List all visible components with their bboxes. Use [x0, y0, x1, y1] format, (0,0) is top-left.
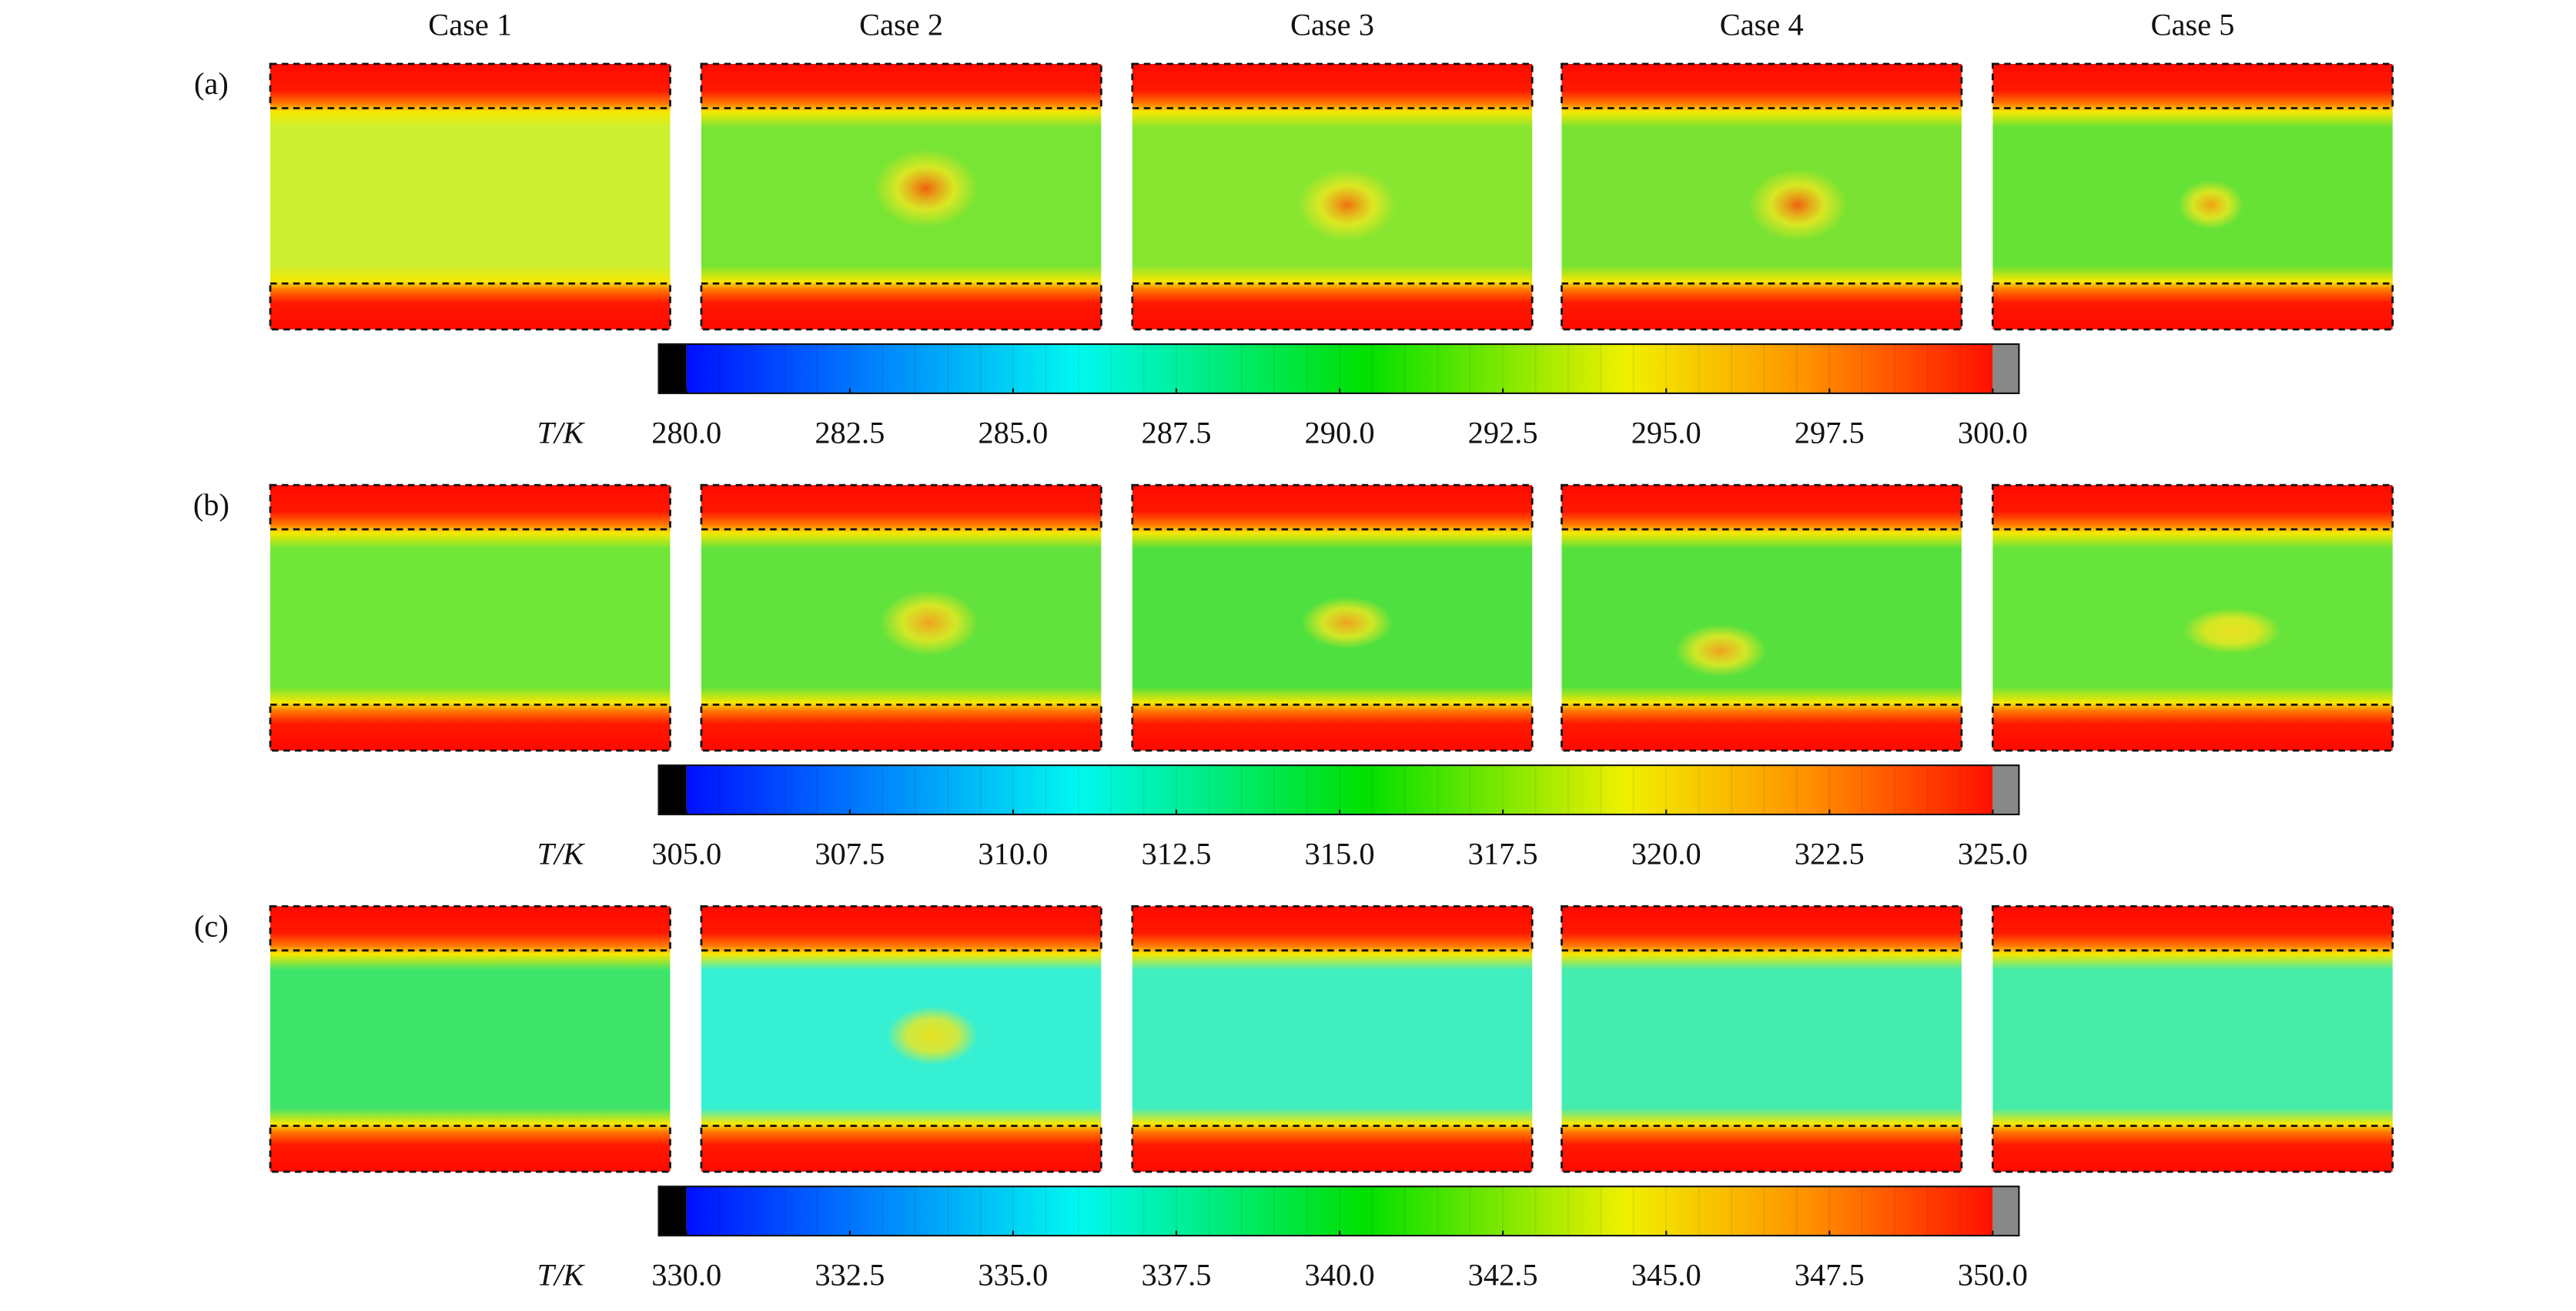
temperature-field [1561, 906, 1962, 1172]
colorbar-tick-label: 320.0 [1631, 837, 1701, 871]
column-title: Case 3 [1290, 7, 1374, 42]
colorbar-tick-label: 310.0 [978, 837, 1048, 871]
column-title: Case 2 [859, 7, 943, 42]
wall-border-bottom [700, 703, 1102, 752]
wall-border-top [1131, 905, 1534, 952]
temperature-field [270, 64, 671, 329]
wall-border-bottom [1561, 1125, 1963, 1173]
hot-spot [2183, 607, 2282, 654]
colorbar-tick-label: 345.0 [1631, 1258, 1701, 1293]
hot-spot [1301, 596, 1393, 649]
wall-border-top [1131, 483, 1534, 530]
colorbar-tick-label: 297.5 [1795, 416, 1865, 450]
wall-border-bottom [1991, 1125, 2394, 1173]
wall-border-top [1131, 62, 1534, 109]
wall-border-top [1561, 483, 1963, 530]
wall-border-bottom [700, 282, 1102, 331]
colorbar-tick-label: 342.5 [1468, 1258, 1538, 1293]
colorbar-tick-label: 330.0 [651, 1258, 721, 1293]
colorbar-under [658, 1186, 687, 1236]
hot-spot [1674, 624, 1767, 677]
colorbar-label: T/K [537, 1258, 585, 1293]
colorbar-tick-label: 317.5 [1468, 837, 1538, 871]
wall-border-bottom [1991, 703, 2394, 752]
wall-border-bottom [269, 703, 671, 752]
colorbar-tick-label: 285.0 [978, 416, 1048, 450]
temperature-field [270, 485, 671, 751]
colorbar [686, 344, 1993, 393]
colorbar-tick-label: 347.5 [1795, 1258, 1865, 1293]
wall-border-bottom [1991, 282, 2394, 331]
temperature-field [270, 906, 671, 1172]
colorbar-label: T/K [537, 837, 585, 871]
wall-border-bottom [269, 282, 671, 331]
wall-border-top [269, 905, 671, 952]
colorbar-over [1992, 344, 2019, 393]
wall-border-bottom [1561, 282, 1963, 331]
wall-border-top [269, 483, 671, 530]
hot-spot [879, 590, 979, 656]
temperature-field [1132, 906, 1533, 1172]
wall-border-bottom [1131, 703, 1534, 752]
colorbar-tick-label: 350.0 [1958, 1258, 2028, 1293]
colorbar-tick-label: 290.0 [1305, 416, 1375, 450]
wall-border-top [700, 62, 1102, 109]
colorbar-tick-label: 337.5 [1141, 1258, 1211, 1293]
colorbar-label: T/K [537, 416, 585, 450]
column-title: Case 1 [428, 7, 512, 42]
hot-spot [2177, 180, 2244, 230]
wall-border-top [1991, 905, 2394, 952]
colorbar-tick-label: 282.5 [815, 416, 885, 450]
panel-label: (b) [193, 487, 229, 522]
wall-border-bottom [700, 1125, 1102, 1173]
temperature-field [1992, 906, 2393, 1172]
panel-label: (c) [194, 908, 229, 943]
colorbar-tick-label: 335.0 [978, 1258, 1048, 1293]
wall-border-bottom [269, 1125, 671, 1173]
colorbar-tick-label: 292.5 [1468, 416, 1538, 450]
column-title: Case 5 [2151, 7, 2235, 42]
colorbar-tick-label: 280.0 [651, 416, 721, 450]
temperature-field [1561, 485, 1962, 751]
colorbar-tick-label: 315.0 [1305, 837, 1375, 871]
hot-spot [1297, 169, 1397, 241]
hot-spot [873, 149, 979, 228]
column-title: Case 4 [1720, 7, 1804, 42]
wall-border-top [1991, 483, 2394, 530]
wall-border-bottom [1131, 1125, 1534, 1173]
wall-border-top [1991, 62, 2394, 109]
colorbar-tick-label: 325.0 [1958, 837, 2028, 871]
colorbar-under [658, 344, 687, 393]
colorbar-tick-label: 307.5 [815, 837, 885, 871]
wall-border-bottom [1561, 703, 1963, 752]
hot-spot [886, 1006, 979, 1065]
colorbar [686, 1186, 1993, 1236]
colorbar-tick-label: 312.5 [1141, 837, 1211, 871]
wall-border-top [700, 483, 1102, 530]
wall-border-top [1561, 62, 1963, 109]
panel-label: (a) [194, 66, 229, 101]
colorbar-tick-label: 305.0 [651, 837, 721, 871]
hot-spot [1748, 169, 1847, 241]
wall-border-top [269, 62, 671, 109]
colorbar-tick-label: 295.0 [1631, 416, 1701, 450]
colorbar-tick-label: 287.5 [1141, 416, 1211, 450]
colorbar [686, 765, 1993, 814]
colorbar-tick-label: 332.5 [815, 1258, 885, 1293]
wall-border-top [700, 905, 1102, 952]
colorbar-over [1992, 765, 2019, 814]
colorbar-over [1992, 1186, 2019, 1236]
wall-border-top [1561, 905, 1963, 952]
colorbar-tick-label: 340.0 [1305, 1258, 1375, 1293]
colorbar-tick-label: 322.5 [1795, 837, 1865, 871]
wall-border-bottom [1131, 282, 1534, 331]
colorbar-tick-label: 300.0 [1958, 416, 2028, 450]
colorbar-under [658, 765, 687, 814]
